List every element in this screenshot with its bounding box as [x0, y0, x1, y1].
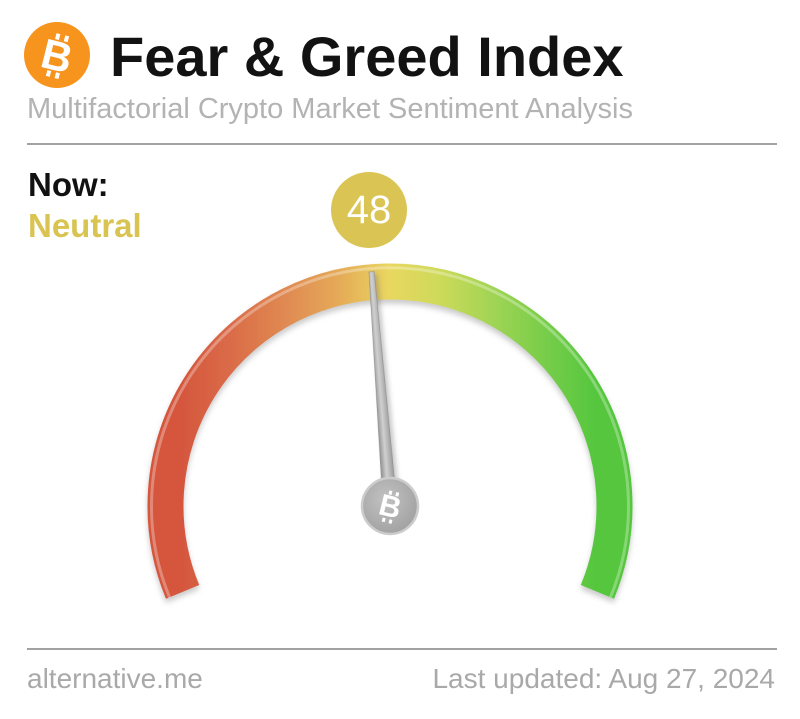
- last-updated-text: Last updated: Aug 27, 2024: [432, 663, 775, 694]
- footer-divider: [27, 648, 777, 650]
- status-block: Now: Neutral: [28, 164, 142, 246]
- gauge-needle: [368, 271, 398, 507]
- bitcoin-logo-circle: [24, 22, 90, 88]
- gauge-arc: [147, 263, 633, 599]
- now-label: Now:: [28, 166, 109, 203]
- sentiment-value: Neutral: [28, 207, 142, 244]
- bitcoin-logo-icon: B: [24, 22, 90, 88]
- source-link[interactable]: alternative.me: [27, 663, 203, 694]
- page-title: Fear & Greed Index: [110, 25, 624, 88]
- gauge-arc-highlight: [150, 266, 630, 598]
- gauge-value-badge: 48: [331, 172, 407, 248]
- gauge-pivot: [360, 476, 420, 536]
- page-subtitle: Multifactorial Crypto Market Sentiment A…: [27, 93, 633, 125]
- header-divider: [27, 143, 777, 145]
